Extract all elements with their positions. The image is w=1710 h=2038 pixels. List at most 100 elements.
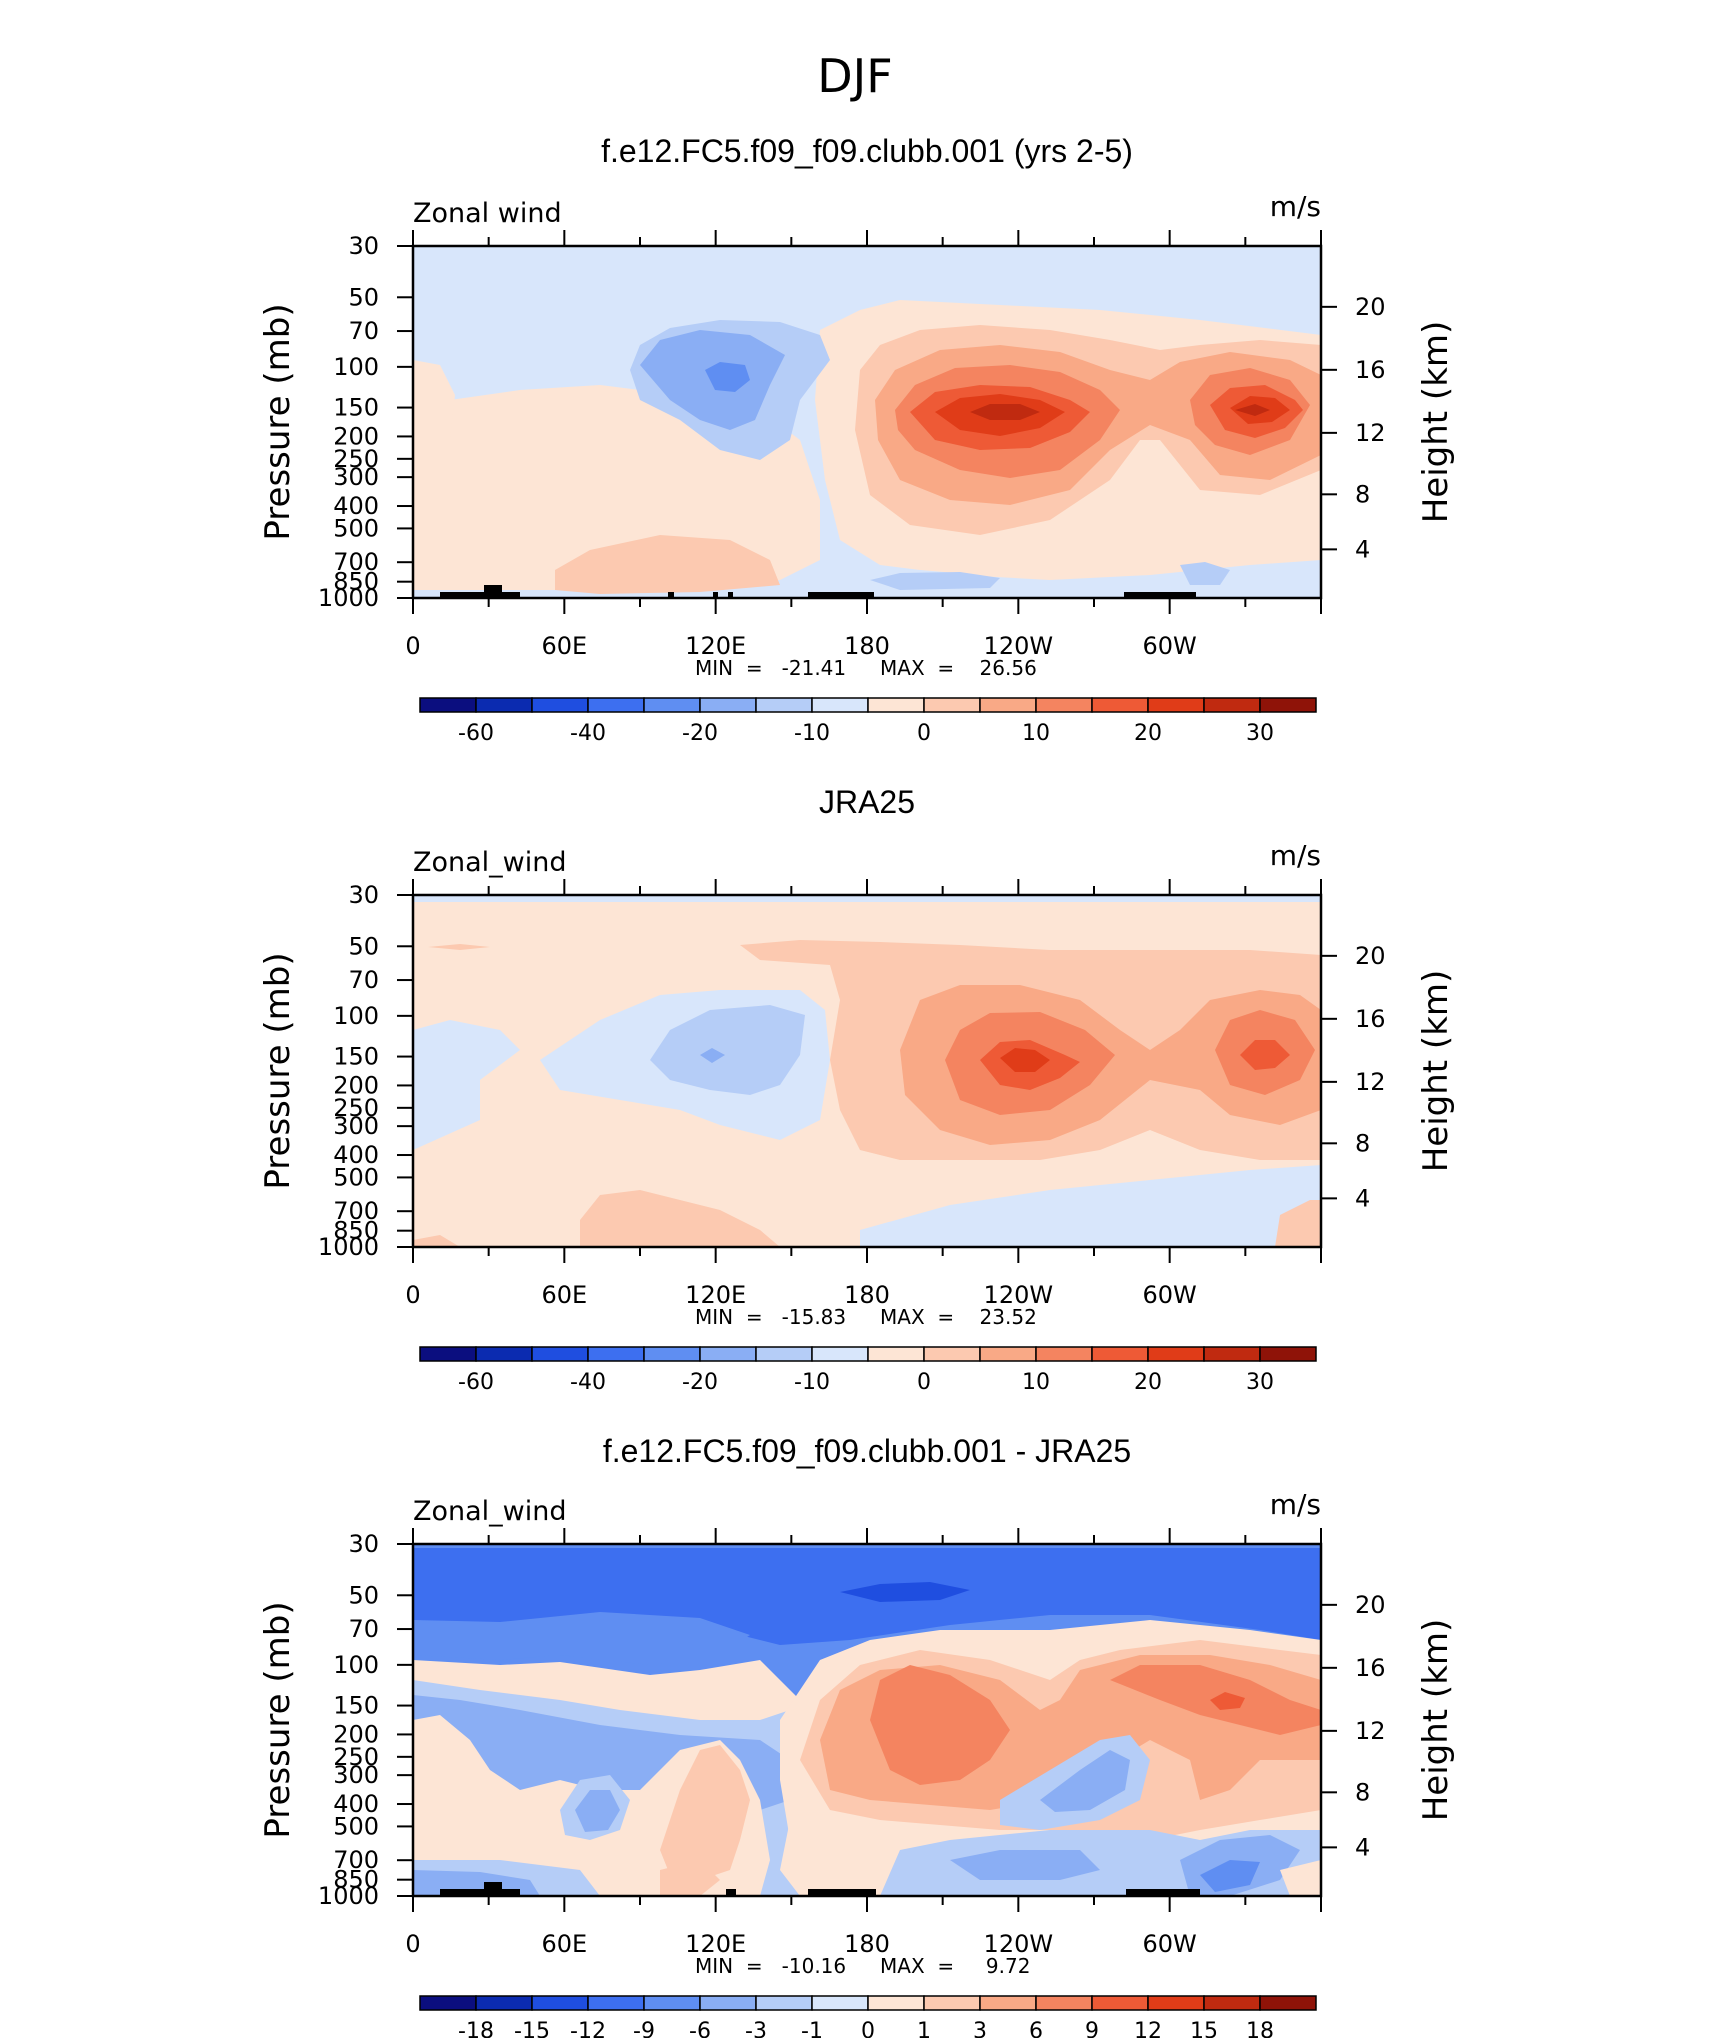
y-tick-label-right: 12 bbox=[1355, 1717, 1386, 1745]
x-tick-label: 120W bbox=[984, 1281, 1054, 1309]
x-tick-label: 60W bbox=[1143, 632, 1197, 660]
x-tick-label: 60W bbox=[1143, 1281, 1197, 1309]
y-tick-label: 30 bbox=[348, 1530, 379, 1558]
colorbar-swatch bbox=[1147, 1346, 1205, 1362]
colorbar: -18 -15 -12 -9 -6 -3 -1 0 1 3 6 9 12 15 18 bbox=[419, 1995, 1317, 2038]
contour-fill-jet-level-4 bbox=[980, 1040, 1290, 1090]
topography-block bbox=[1126, 1889, 1200, 1896]
y-tick-label: 70 bbox=[348, 317, 379, 345]
y-tick-label-right: 16 bbox=[1355, 1005, 1386, 1033]
panel-title: JRA25 bbox=[819, 784, 915, 820]
axes: 0 60E 120E 180 120W 60W3050701001502002503004… bbox=[318, 1528, 1386, 1958]
colorbar-swatch bbox=[531, 697, 589, 713]
y-tick-label: 70 bbox=[348, 1615, 379, 1643]
y-axis-label-right: Height (km) bbox=[1416, 970, 1456, 1173]
colorbar-swatch bbox=[867, 1995, 925, 2011]
colorbar-swatch bbox=[867, 697, 925, 713]
colorbar-swatch bbox=[811, 1346, 869, 1362]
contour-fill-easterly-level-2 bbox=[650, 1005, 805, 1095]
topography-block bbox=[440, 1889, 520, 1896]
colorbar-label: 6 bbox=[1029, 2019, 1043, 2038]
contour-fill-jet-maximum bbox=[1000, 1048, 1050, 1072]
colorbar-swatch bbox=[587, 1346, 645, 1362]
y-tick-label: 250 bbox=[333, 1094, 379, 1122]
x-tick-label: 120E bbox=[685, 1930, 746, 1958]
colorbar-swatch bbox=[1035, 1995, 1093, 2011]
x-tick-label: 60E bbox=[541, 1930, 587, 1958]
y-axis-label: Pressure (mb) bbox=[258, 303, 298, 540]
y-tick-label: 150 bbox=[333, 394, 379, 422]
panel-title: f.e12.FC5.f09_f09.clubb.001 (yrs 2-5) bbox=[601, 133, 1133, 169]
colorbar-swatch bbox=[643, 1346, 701, 1362]
y-tick-label: 100 bbox=[333, 1651, 379, 1679]
colorbar-swatch bbox=[475, 697, 533, 713]
contour-fill-negative-surface bbox=[1180, 562, 1230, 585]
colorbar-swatch bbox=[587, 1995, 645, 2011]
contour-fill-negative-lowlevel-right bbox=[860, 1165, 1321, 1247]
y-tick-label: 200 bbox=[333, 1720, 379, 1748]
x-tick-label: 180 bbox=[844, 632, 890, 660]
y-tick-label-right: 8 bbox=[1355, 1129, 1370, 1157]
colorbar-swatch bbox=[1259, 1995, 1317, 2011]
colorbar-swatch bbox=[419, 1346, 477, 1362]
min-label: MIN = -21.41 bbox=[695, 656, 846, 680]
topography-block bbox=[440, 592, 520, 599]
colorbar-label: -20 bbox=[682, 721, 718, 746]
y-tick-label: 100 bbox=[333, 1002, 379, 1030]
colorbar-swatch bbox=[1203, 1346, 1261, 1362]
colorbar-swatch bbox=[755, 1995, 813, 2011]
axes: 0 60E 120E 180 120W 60W3050701001502002503004… bbox=[318, 230, 1386, 660]
colorbar-swatch bbox=[419, 697, 477, 713]
colorbar: -60 -40 -20 -10 0 10 20 30 bbox=[419, 697, 1317, 746]
topography-block bbox=[668, 592, 674, 599]
contour-fill-easterly-level-3 bbox=[705, 362, 750, 392]
x-tick-label: 60E bbox=[541, 1281, 587, 1309]
colorbar-label: 20 bbox=[1134, 1370, 1162, 1395]
y-tick-label: 400 bbox=[333, 1790, 379, 1818]
y-tick-label: 700 bbox=[333, 1846, 379, 1874]
y-tick-label-right: 12 bbox=[1355, 419, 1386, 447]
max-label: MAX = 9.72 bbox=[880, 1954, 1030, 1978]
variable-label: Zonal_wind bbox=[413, 1496, 567, 1527]
y-tick-label: 150 bbox=[333, 1692, 379, 1720]
topography-block bbox=[728, 592, 733, 599]
colorbar-swatch bbox=[1203, 1995, 1261, 2011]
colorbar-label: -40 bbox=[570, 721, 606, 746]
y-tick-label: 1000 bbox=[318, 584, 379, 612]
colorbar-label: 30 bbox=[1246, 721, 1274, 746]
y-tick-label-right: 20 bbox=[1355, 293, 1386, 321]
colorbar-label: -12 bbox=[570, 2019, 606, 2038]
variable-label: Zonal_wind bbox=[413, 847, 567, 878]
colorbar-swatch bbox=[923, 1995, 981, 2011]
min-label: MIN = -15.83 bbox=[695, 1305, 846, 1329]
y-tick-label: 700 bbox=[333, 548, 379, 576]
y-tick-label: 50 bbox=[348, 932, 379, 960]
y-tick-label-right: 4 bbox=[1355, 1184, 1370, 1212]
variable-label: Zonal wind bbox=[413, 198, 562, 229]
colorbar-label: -40 bbox=[570, 1370, 606, 1395]
colorbar-swatch bbox=[1147, 1995, 1205, 2011]
topography-mask bbox=[440, 585, 1196, 599]
y-tick-label: 400 bbox=[333, 1141, 379, 1169]
colorbar-label: 15 bbox=[1190, 2019, 1218, 2038]
x-tick-label: 180 bbox=[844, 1281, 890, 1309]
x-tick-label: 60E bbox=[541, 632, 587, 660]
contour-fill-pos-surface-right bbox=[1280, 1860, 1321, 1896]
topography-mask bbox=[440, 1882, 1200, 1896]
contour-fill-positive-surface-edge bbox=[413, 1235, 460, 1247]
colorbar-swatch bbox=[1259, 1346, 1317, 1362]
colorbar-swatch bbox=[475, 1346, 533, 1362]
y-tick-label-right: 8 bbox=[1355, 1778, 1370, 1806]
y-tick-label: 850 bbox=[333, 1866, 379, 1894]
colorbar-label: -10 bbox=[794, 1370, 830, 1395]
contour-fill-negative-top bbox=[413, 895, 1321, 902]
contour-fill-jet-maximum bbox=[970, 404, 1270, 420]
contour-fill-pos-tropics-level-2 bbox=[660, 1745, 750, 1880]
topography-block bbox=[484, 585, 502, 599]
colorbar-label: 18 bbox=[1246, 2019, 1274, 2038]
contour-field bbox=[413, 246, 1321, 598]
y-tick-label: 1000 bbox=[318, 1233, 379, 1261]
colorbar-swatch bbox=[979, 697, 1037, 713]
x-tick-label: 120W bbox=[984, 1930, 1054, 1958]
